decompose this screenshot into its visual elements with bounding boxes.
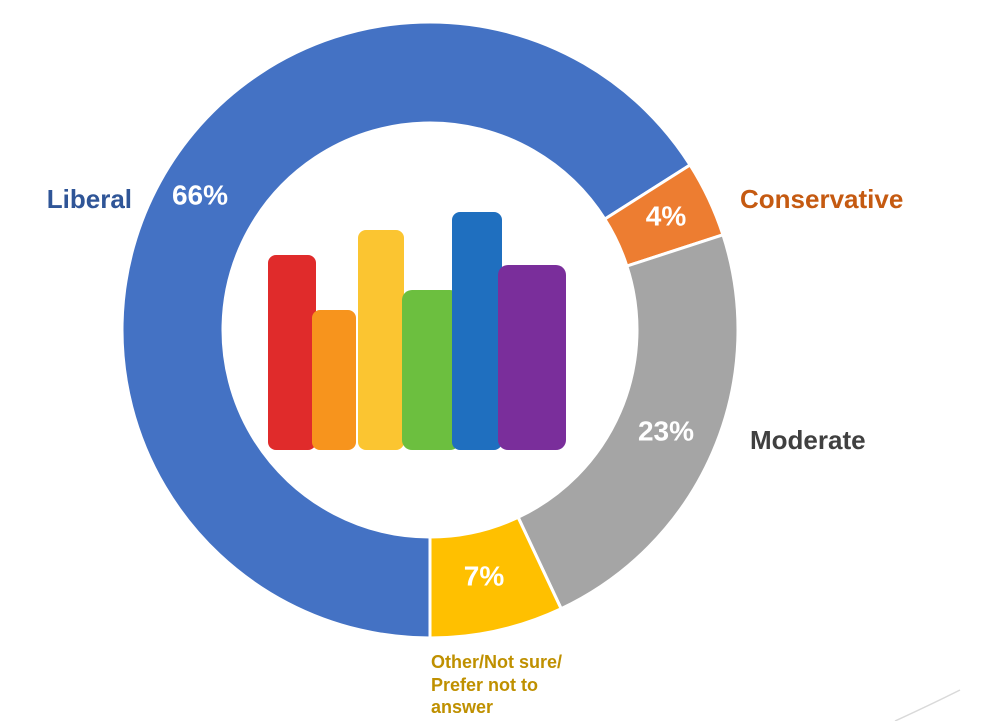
donut-segment xyxy=(120,20,693,640)
value-label: 4% xyxy=(646,200,687,231)
hands-illustration xyxy=(268,212,566,450)
donut-segment xyxy=(516,232,740,611)
decor-curve xyxy=(894,689,961,721)
category-label: Conservative xyxy=(740,184,904,214)
category-label: Moderate xyxy=(750,425,866,455)
category-label: Other/Not sure/ Prefer not to answer xyxy=(431,652,563,717)
value-label: 23% xyxy=(638,415,694,446)
value-label: 66% xyxy=(172,179,228,210)
value-label: 7% xyxy=(464,560,505,591)
category-label: Liberal xyxy=(46,184,132,214)
donut-segment xyxy=(428,515,564,640)
